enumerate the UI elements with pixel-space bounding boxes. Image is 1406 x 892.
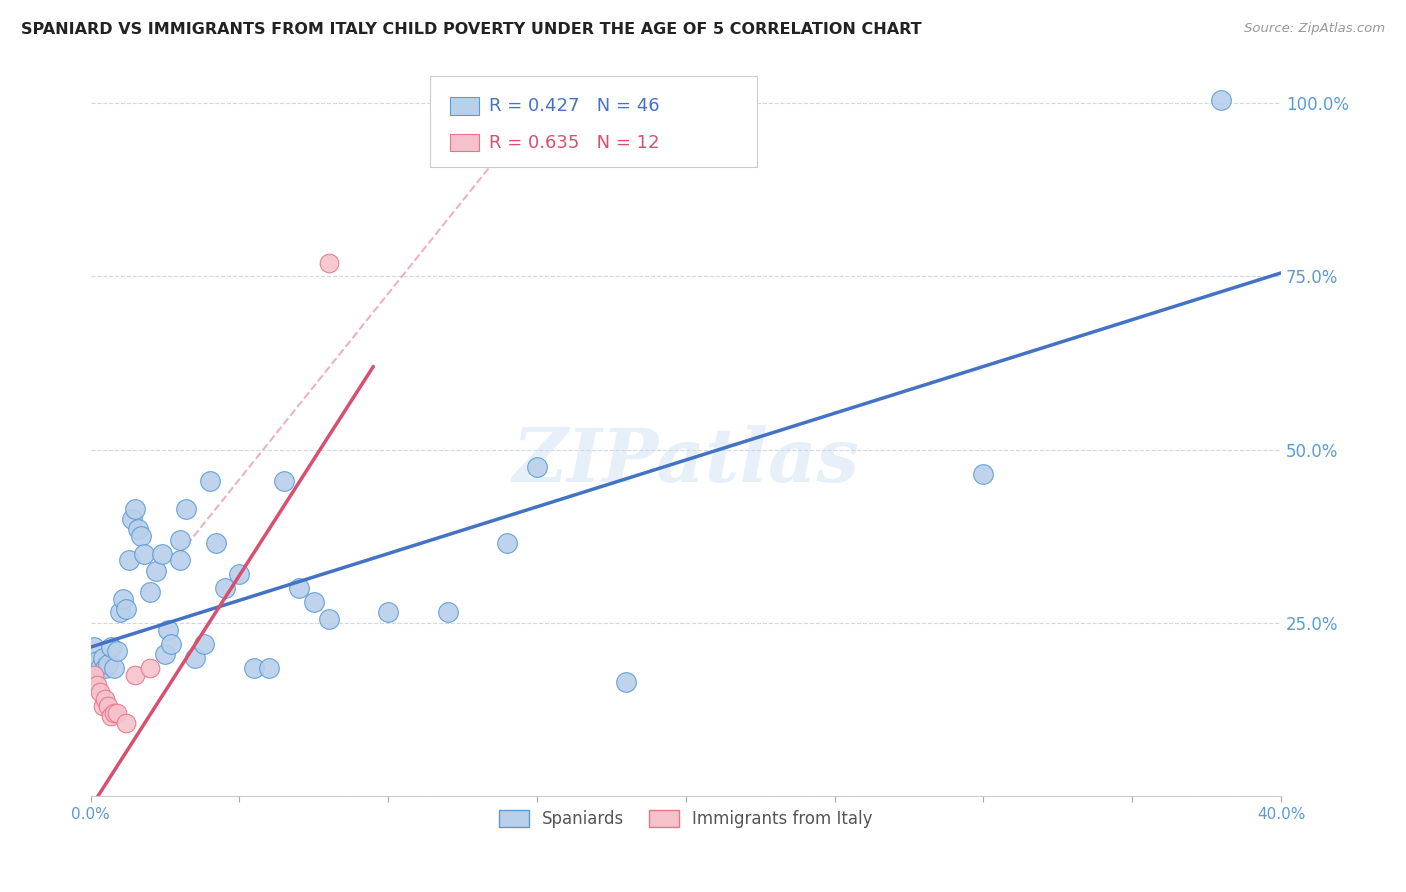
Point xyxy=(169,533,191,547)
Point xyxy=(94,692,117,706)
Point xyxy=(124,501,146,516)
Point xyxy=(288,581,311,595)
Point xyxy=(129,529,152,543)
Point xyxy=(214,581,236,595)
Point xyxy=(184,650,207,665)
Text: R = 0.427   N = 46: R = 0.427 N = 46 xyxy=(489,97,659,115)
Point xyxy=(228,567,250,582)
Point xyxy=(318,612,340,626)
Point xyxy=(174,501,197,516)
Point xyxy=(83,640,105,654)
Point xyxy=(243,661,266,675)
Point xyxy=(91,650,114,665)
Point xyxy=(526,459,548,474)
Text: Source: ZipAtlas.com: Source: ZipAtlas.com xyxy=(1244,22,1385,36)
Point xyxy=(257,661,280,675)
Point xyxy=(97,698,120,713)
Legend: Spaniards, Immigrants from Italy: Spaniards, Immigrants from Italy xyxy=(492,804,880,835)
Point xyxy=(89,661,111,675)
Point xyxy=(86,654,108,668)
Point xyxy=(156,623,179,637)
Point xyxy=(103,661,125,675)
Point xyxy=(302,595,325,609)
Text: ZIPatlas: ZIPatlas xyxy=(512,425,859,498)
Point xyxy=(124,668,146,682)
Point xyxy=(115,602,138,616)
Point xyxy=(145,564,167,578)
Point xyxy=(273,474,295,488)
Point xyxy=(204,536,226,550)
Point xyxy=(105,643,128,657)
Point xyxy=(86,678,108,692)
Point xyxy=(160,637,183,651)
Point xyxy=(614,674,637,689)
Point xyxy=(436,606,458,620)
Point xyxy=(103,706,125,720)
Point xyxy=(198,474,221,488)
Point xyxy=(1211,93,1233,107)
Point xyxy=(112,591,135,606)
Point xyxy=(139,661,162,675)
Point xyxy=(153,647,176,661)
Point xyxy=(100,640,122,654)
Point xyxy=(89,685,111,699)
Point xyxy=(110,606,132,620)
Point xyxy=(972,467,994,481)
Point xyxy=(134,547,156,561)
Text: SPANIARD VS IMMIGRANTS FROM ITALY CHILD POVERTY UNDER THE AGE OF 5 CORRELATION C: SPANIARD VS IMMIGRANTS FROM ITALY CHILD … xyxy=(21,22,922,37)
Point xyxy=(139,584,162,599)
Point xyxy=(193,637,215,651)
Text: R = 0.635   N = 12: R = 0.635 N = 12 xyxy=(489,134,659,152)
Point xyxy=(318,255,340,269)
Point xyxy=(496,536,519,550)
Point xyxy=(377,606,399,620)
Point xyxy=(105,706,128,720)
Point xyxy=(94,661,117,675)
Point xyxy=(100,709,122,723)
Point xyxy=(169,553,191,567)
Point xyxy=(83,668,105,682)
FancyBboxPatch shape xyxy=(450,97,478,115)
Point xyxy=(97,657,120,672)
Point xyxy=(150,547,173,561)
Point xyxy=(118,553,141,567)
FancyBboxPatch shape xyxy=(450,134,478,152)
Point xyxy=(121,512,143,526)
Point xyxy=(127,522,149,536)
Point xyxy=(115,716,138,731)
FancyBboxPatch shape xyxy=(430,76,758,167)
Point xyxy=(91,698,114,713)
